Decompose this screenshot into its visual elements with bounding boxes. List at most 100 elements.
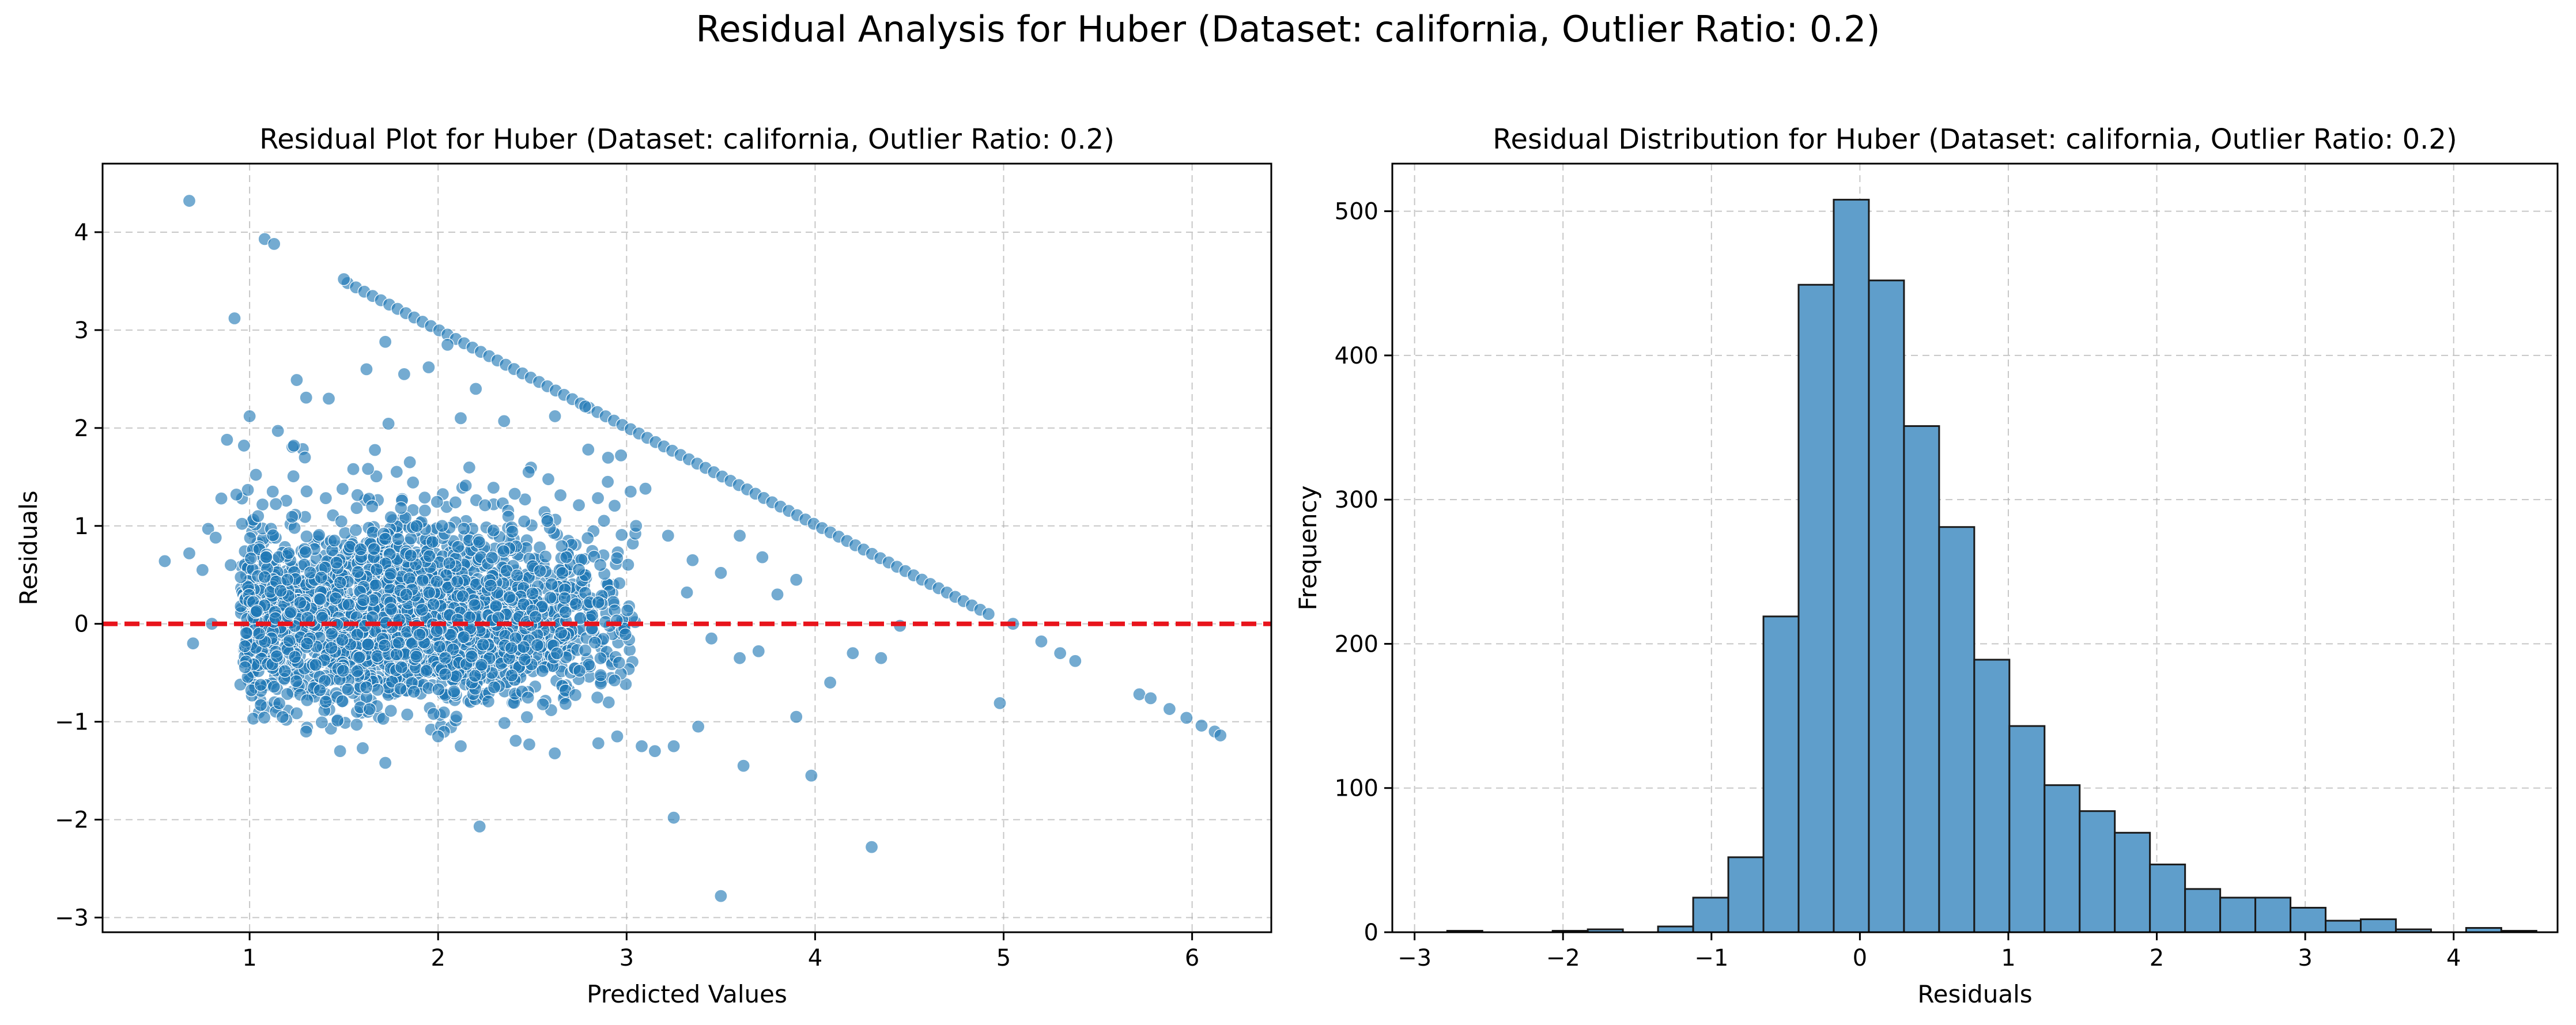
scatter-point — [558, 697, 572, 711]
scatter-point — [258, 570, 271, 584]
scatter-point — [397, 367, 411, 381]
scatter-point — [285, 510, 299, 524]
scatter-point — [601, 451, 615, 465]
scatter-point — [299, 725, 313, 739]
scatter-point — [560, 550, 573, 564]
scatter-point — [327, 534, 341, 547]
scatter-point — [1214, 728, 1227, 743]
scatter-point — [478, 498, 492, 512]
scatter-y-tick-label: 3 — [74, 317, 89, 344]
scatter-point — [607, 674, 621, 687]
scatter-point — [371, 683, 384, 697]
scatter-point — [273, 697, 286, 710]
histogram-x-tick-label: 4 — [2446, 945, 2461, 971]
scatter-point — [224, 558, 238, 572]
scatter-point — [257, 710, 271, 725]
scatter-point — [314, 570, 328, 584]
scatter-point — [350, 627, 364, 641]
scatter-point — [369, 470, 383, 483]
scatter-point — [591, 736, 605, 750]
scatter-point — [430, 495, 444, 509]
scatter-point — [394, 682, 407, 695]
scatter-point — [299, 545, 312, 559]
scatter-point — [440, 338, 455, 351]
scatter-point — [736, 759, 750, 773]
scatter-point — [235, 517, 249, 531]
scatter-x-tick-label: 5 — [996, 945, 1011, 971]
histogram-y-tick-label: 500 — [1335, 199, 1378, 225]
scatter-point — [594, 558, 607, 572]
scatter-y-tick-label: −2 — [55, 807, 89, 834]
scatter-point — [337, 272, 351, 286]
scatter-point — [553, 488, 568, 502]
scatter-point — [324, 641, 338, 655]
scatter-point — [464, 649, 479, 663]
scatter-point — [545, 577, 558, 591]
scatter-point — [770, 588, 784, 602]
scatter-point — [454, 411, 468, 425]
scatter-point — [254, 678, 267, 692]
histogram-y-tick-label: 300 — [1335, 487, 1378, 513]
scatter-point — [284, 605, 298, 619]
histogram-x-tick-label: −2 — [1546, 945, 1580, 971]
scatter-point — [330, 555, 343, 570]
scatter-point — [533, 564, 547, 578]
scatter-point — [541, 514, 554, 528]
scatter-point — [473, 819, 486, 834]
scatter-point — [299, 391, 313, 404]
scatter-point — [435, 519, 449, 533]
scatter-point — [182, 194, 197, 208]
scatter-point — [497, 414, 511, 428]
scatter-point — [300, 529, 313, 543]
scatter-point — [518, 653, 532, 667]
scatter-point — [572, 562, 586, 577]
scatter-point — [1053, 646, 1067, 660]
scatter-point — [572, 664, 587, 678]
histogram-bar — [2149, 863, 2186, 933]
scatter-x-tick-label: 4 — [808, 945, 822, 971]
histogram-axes-frame — [1391, 162, 2559, 933]
scatter-point — [790, 573, 803, 587]
scatter-point — [356, 593, 371, 607]
histogram-bar — [1938, 526, 1976, 933]
scatter-point — [298, 451, 312, 464]
scatter-x-tick-label: 6 — [1185, 945, 1199, 971]
scatter-point — [486, 481, 500, 495]
scatter-point — [504, 641, 518, 655]
scatter-point — [864, 840, 879, 854]
scatter-point — [309, 658, 323, 672]
scatter-point — [378, 532, 392, 546]
scatter-point — [497, 716, 511, 730]
scatter-point — [331, 714, 345, 728]
scatter-point — [732, 529, 747, 543]
scatter-point — [394, 501, 408, 515]
scatter-point — [251, 509, 265, 523]
scatter-point — [382, 417, 395, 430]
histogram-bar — [2219, 897, 2257, 933]
scatter-point — [522, 465, 535, 479]
scatter-point — [390, 648, 403, 661]
scatter-point — [1195, 718, 1208, 733]
scatter-point — [450, 574, 464, 589]
scatter-point — [267, 680, 281, 694]
scatter-point — [270, 649, 284, 663]
scatter-point — [328, 591, 342, 605]
scatter-point — [249, 468, 263, 482]
scatter-point — [486, 524, 500, 538]
scatter-point — [714, 566, 728, 580]
scatter-point — [634, 739, 649, 753]
scatter-point — [394, 660, 409, 674]
scatter-point — [1068, 654, 1082, 668]
scatter-point — [438, 667, 452, 681]
scatter-point — [692, 720, 705, 733]
scatter-point — [418, 491, 432, 505]
scatter-point — [362, 702, 376, 716]
scatter-point — [536, 697, 550, 711]
scatter-point — [610, 729, 624, 743]
scatter-point — [335, 633, 349, 647]
scatter-point — [520, 710, 534, 724]
scatter-point — [1180, 711, 1193, 725]
scatter-point — [391, 532, 405, 546]
scatter-point — [415, 603, 429, 616]
